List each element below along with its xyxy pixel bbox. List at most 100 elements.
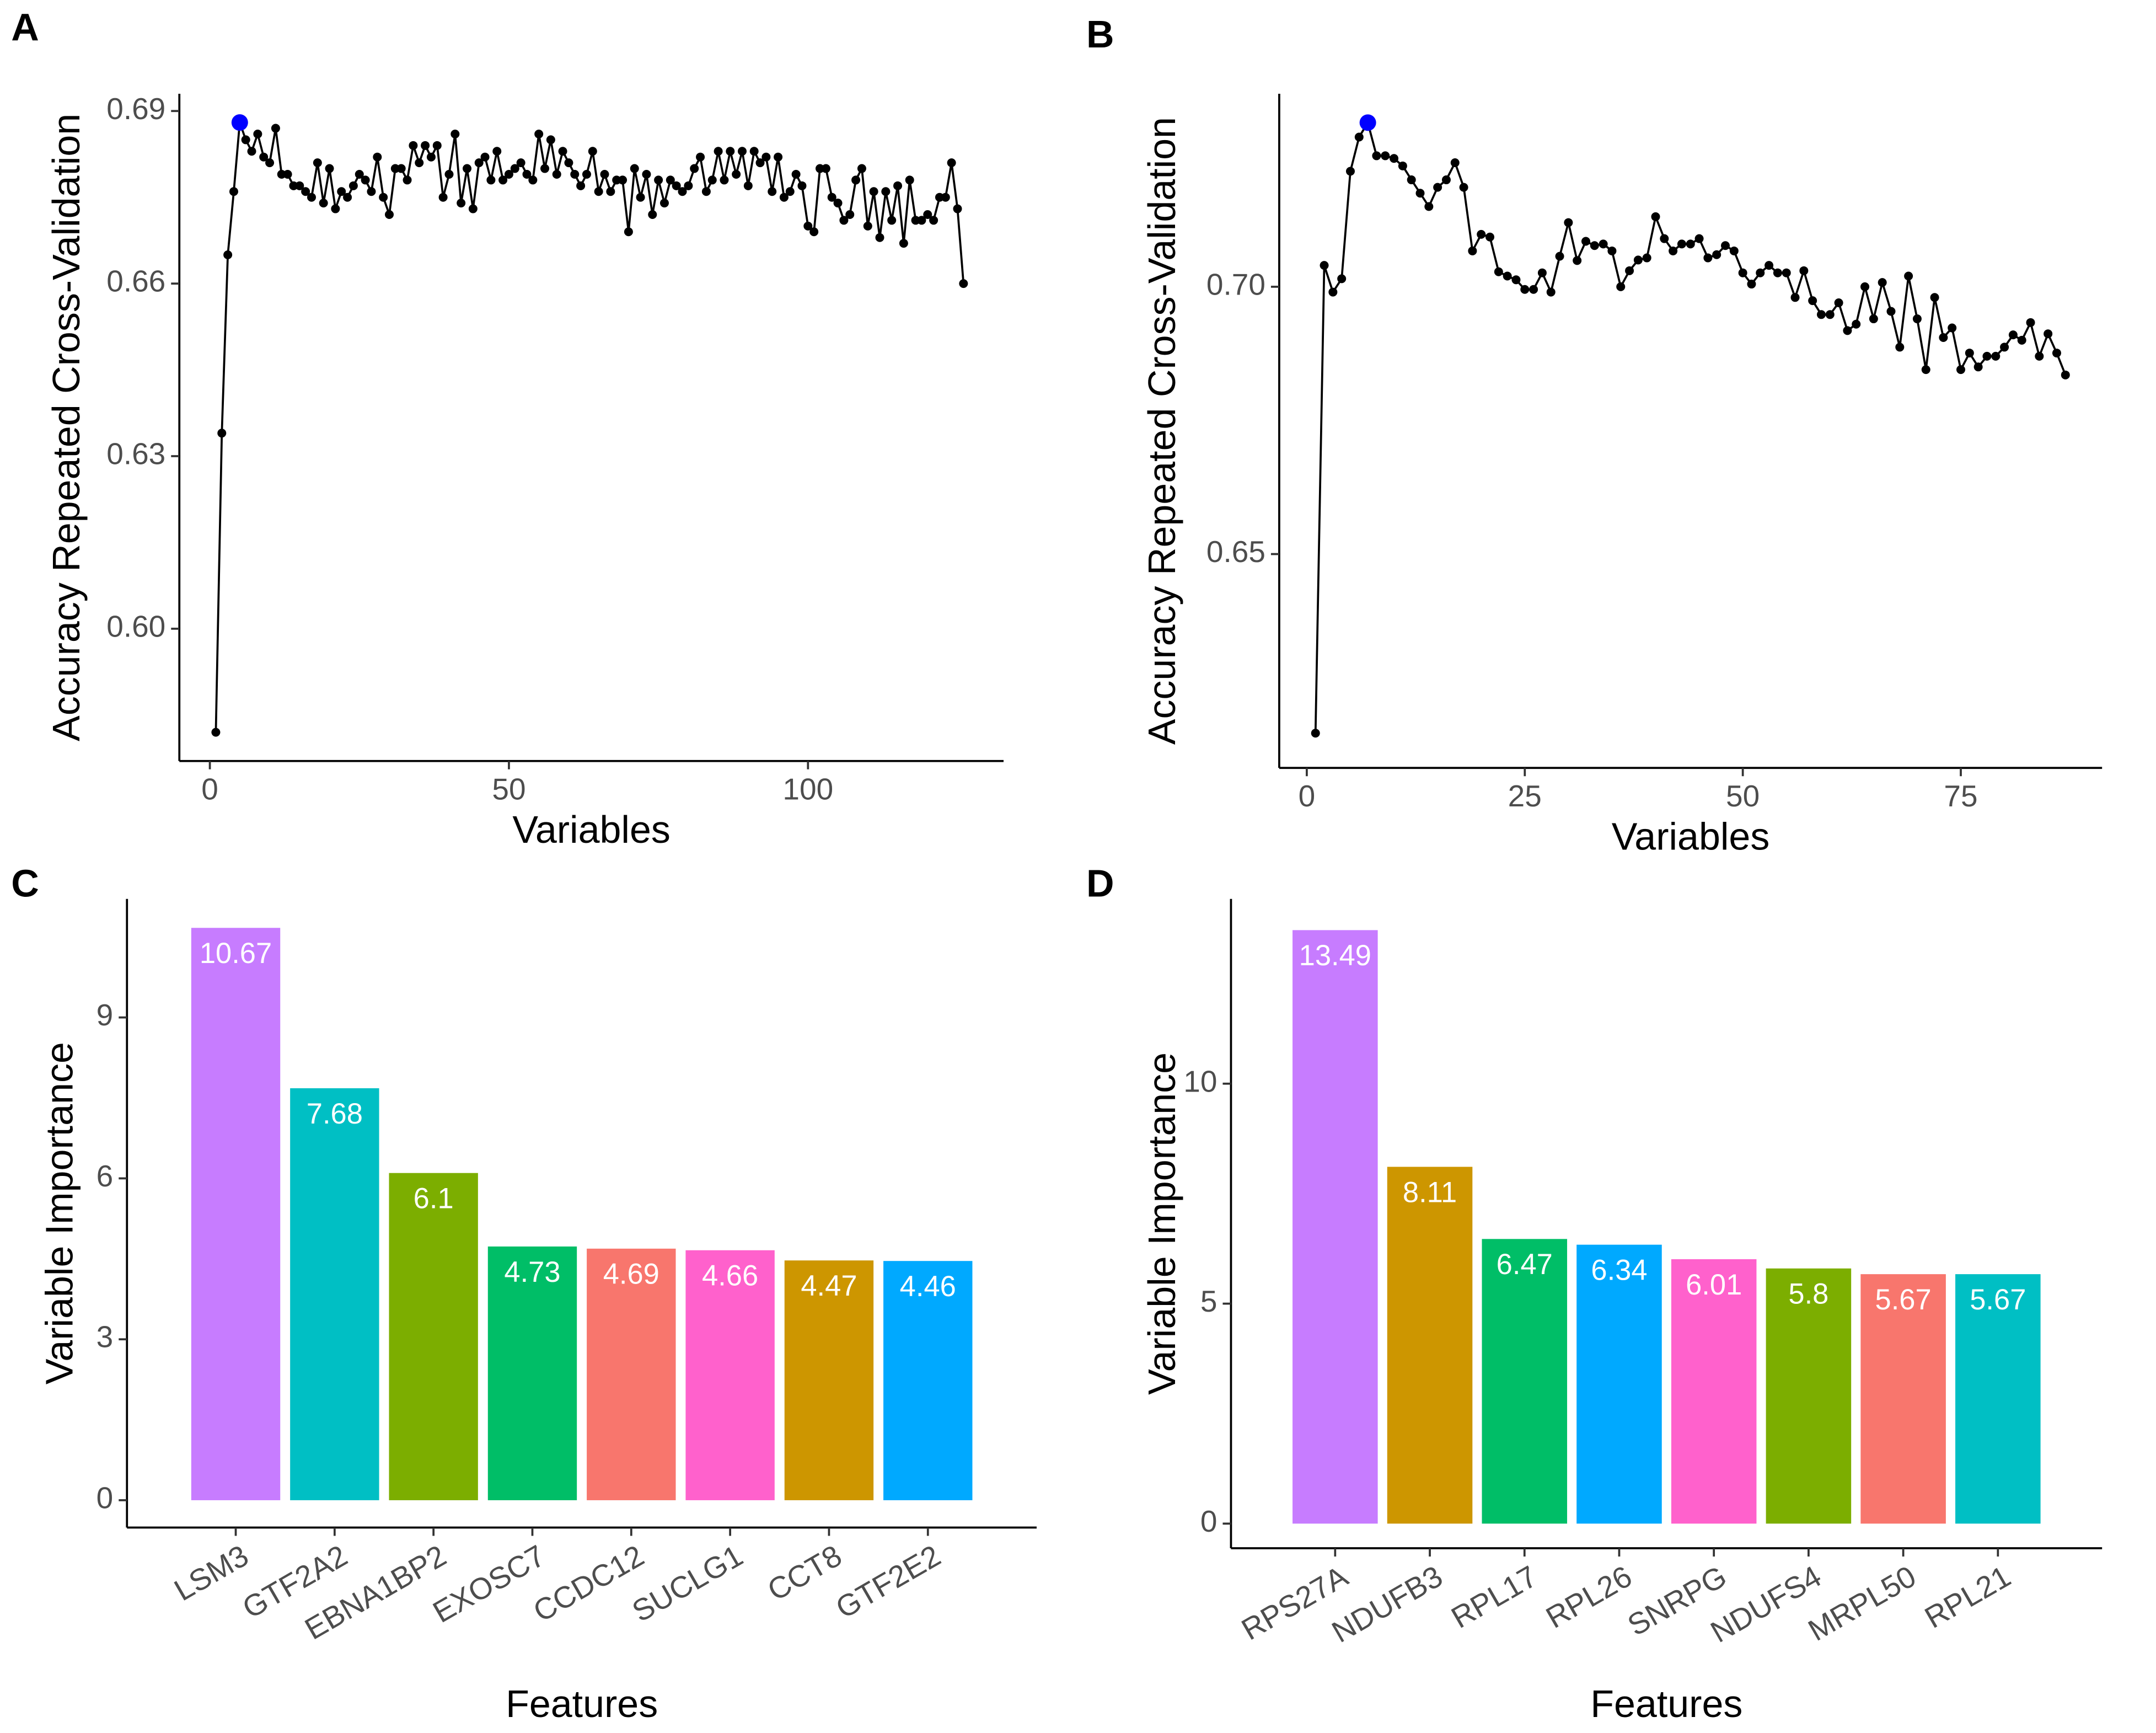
bar xyxy=(685,1250,775,1500)
bar xyxy=(1766,1268,1852,1524)
point xyxy=(947,158,956,168)
y-tick-label: 0.60 xyxy=(106,609,165,643)
point xyxy=(761,152,771,162)
x-tick-label: SUCLG1 xyxy=(626,1538,749,1629)
point xyxy=(1477,229,1486,239)
point xyxy=(1852,319,1861,329)
point xyxy=(295,181,304,190)
point xyxy=(1564,218,1573,227)
point xyxy=(785,187,795,196)
x-tick-label: RPL17 xyxy=(1445,1559,1543,1635)
bar xyxy=(784,1260,874,1500)
value-label: 5.67 xyxy=(1875,1283,1932,1316)
x-tick-label: 0 xyxy=(1299,779,1316,813)
point xyxy=(211,728,221,737)
point xyxy=(396,164,406,173)
point xyxy=(1816,310,1826,319)
point xyxy=(1311,729,1320,738)
point xyxy=(1886,307,1896,316)
value-label: 6.34 xyxy=(1591,1254,1647,1287)
point xyxy=(558,147,567,156)
point xyxy=(1415,189,1425,198)
y-tick-label: 3 xyxy=(96,1320,114,1354)
point xyxy=(953,204,962,213)
point xyxy=(1529,285,1538,294)
point xyxy=(1729,246,1739,255)
point xyxy=(474,158,484,168)
point xyxy=(576,181,586,190)
value-label: 6.47 xyxy=(1497,1248,1553,1281)
point xyxy=(1390,154,1399,163)
point xyxy=(421,141,430,150)
x-axis-title: Features xyxy=(1590,1682,1742,1725)
point xyxy=(348,181,358,190)
y-tick-label: 10 xyxy=(1183,1064,1217,1098)
point xyxy=(534,129,544,138)
point xyxy=(1590,241,1599,250)
point xyxy=(2026,318,2035,327)
panel-label: D xyxy=(1086,862,1114,905)
value-label: 10.67 xyxy=(200,937,272,970)
point xyxy=(307,192,316,202)
point xyxy=(1607,246,1617,255)
point xyxy=(522,169,532,179)
point xyxy=(247,147,256,156)
point xyxy=(409,141,418,150)
point xyxy=(325,164,334,173)
point xyxy=(379,192,388,202)
point xyxy=(803,221,813,231)
bar xyxy=(389,1173,478,1500)
point xyxy=(1721,241,1730,250)
point xyxy=(438,192,448,202)
x-axis-title: Variables xyxy=(512,808,671,851)
point xyxy=(624,227,633,237)
point xyxy=(1982,351,1992,361)
bar xyxy=(587,1248,676,1500)
point xyxy=(1939,333,1948,342)
bar xyxy=(1482,1239,1568,1524)
point xyxy=(779,192,789,202)
point xyxy=(1912,314,1922,324)
point xyxy=(1703,253,1713,263)
point xyxy=(1677,239,1686,249)
value-label: 8.11 xyxy=(1403,1176,1457,1208)
point xyxy=(444,169,454,179)
point xyxy=(1878,278,1887,287)
point xyxy=(1494,267,1503,276)
point xyxy=(361,175,370,185)
point xyxy=(690,164,699,173)
point xyxy=(875,233,884,242)
point xyxy=(1354,132,1364,142)
point xyxy=(2035,351,2044,361)
point xyxy=(941,192,950,202)
point xyxy=(1328,287,1338,297)
value-label: 6.01 xyxy=(1686,1269,1742,1301)
panel-label: C xyxy=(11,862,39,905)
point xyxy=(313,158,322,168)
value-label: 7.68 xyxy=(307,1098,363,1130)
point xyxy=(1782,268,1791,277)
point xyxy=(468,204,478,213)
point xyxy=(492,147,502,156)
point xyxy=(259,152,269,162)
point xyxy=(1381,151,1390,161)
point xyxy=(463,164,472,173)
bar xyxy=(1387,1167,1473,1524)
x-tick-label: 100 xyxy=(782,772,833,806)
point xyxy=(373,152,382,162)
point xyxy=(1756,268,1765,277)
point xyxy=(707,175,717,185)
point xyxy=(714,147,723,156)
point xyxy=(2008,330,2018,340)
point xyxy=(791,169,801,179)
point xyxy=(1895,343,1905,352)
point xyxy=(415,158,424,168)
value-label: 4.46 xyxy=(900,1270,956,1303)
point xyxy=(797,181,807,190)
point xyxy=(659,199,669,208)
point xyxy=(1511,275,1521,285)
point xyxy=(737,147,747,156)
point xyxy=(887,216,897,225)
point xyxy=(833,199,843,208)
y-tick-label: 0.66 xyxy=(106,264,165,298)
